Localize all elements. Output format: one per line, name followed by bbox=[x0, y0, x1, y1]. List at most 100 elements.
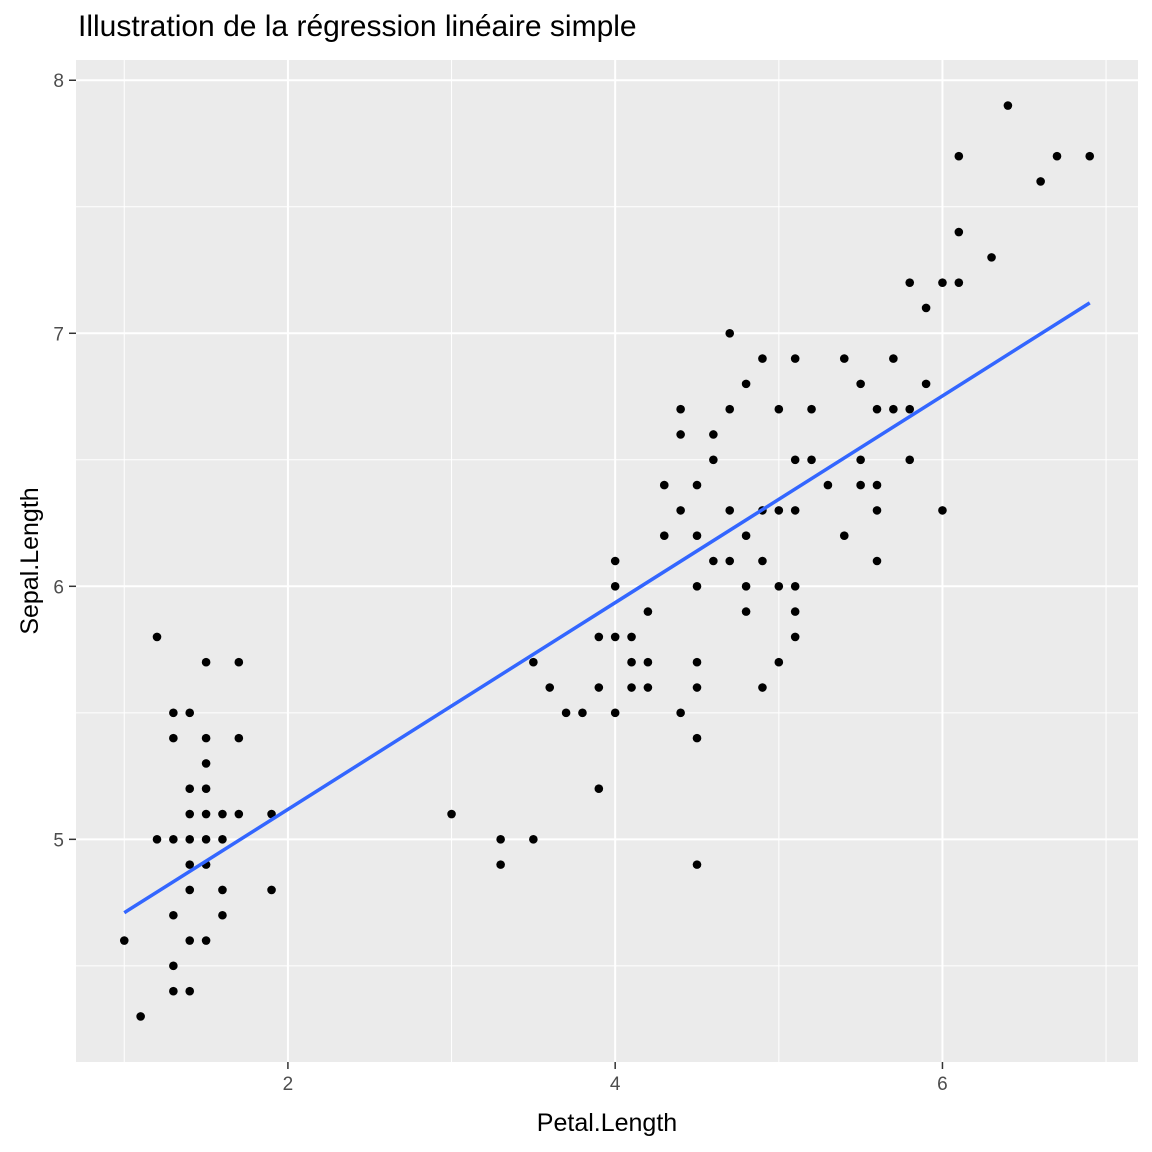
data-point bbox=[152, 835, 162, 844]
data-point bbox=[905, 404, 915, 414]
data-point bbox=[741, 607, 751, 616]
data-point bbox=[725, 328, 735, 338]
data-point bbox=[201, 657, 211, 667]
data-point bbox=[758, 683, 767, 692]
data-point bbox=[692, 531, 702, 540]
data-point bbox=[218, 910, 227, 920]
data-point bbox=[709, 455, 718, 465]
data-point bbox=[659, 480, 669, 490]
data-point bbox=[676, 404, 685, 414]
data-point bbox=[790, 354, 800, 363]
data-point bbox=[185, 809, 195, 819]
data-point bbox=[201, 835, 211, 844]
data-point bbox=[578, 708, 587, 718]
data-point bbox=[692, 860, 702, 869]
y-tick-labels: 5 6 7 8 bbox=[53, 71, 64, 851]
data-point bbox=[807, 455, 816, 465]
data-point bbox=[234, 733, 244, 743]
data-point bbox=[201, 809, 211, 819]
data-point bbox=[529, 657, 538, 667]
data-point bbox=[839, 531, 849, 540]
data-point bbox=[725, 404, 735, 414]
data-point bbox=[185, 860, 195, 869]
data-point bbox=[856, 455, 865, 465]
data-point bbox=[692, 582, 702, 591]
data-point bbox=[169, 910, 178, 920]
data-point bbox=[152, 632, 162, 642]
data-point bbox=[218, 809, 227, 819]
data-point bbox=[643, 607, 653, 616]
chart-title: Illustration de la régression linéaire s… bbox=[78, 10, 637, 43]
data-point bbox=[1036, 177, 1045, 186]
data-point bbox=[954, 151, 964, 161]
data-point bbox=[889, 354, 898, 363]
data-point bbox=[774, 506, 784, 515]
data-point bbox=[938, 278, 947, 287]
data-point bbox=[692, 480, 702, 490]
data-point bbox=[774, 582, 784, 591]
data-point bbox=[594, 784, 604, 794]
y-tick-label: 5 bbox=[53, 830, 64, 851]
data-point bbox=[610, 582, 620, 591]
data-point bbox=[218, 885, 227, 895]
data-point bbox=[643, 683, 653, 692]
data-point bbox=[790, 582, 800, 591]
y-axis-title: Sepal.Length bbox=[16, 487, 44, 634]
y-tick-label: 8 bbox=[53, 71, 64, 92]
data-point bbox=[201, 936, 211, 945]
data-point bbox=[692, 683, 702, 692]
regression-line bbox=[123, 301, 1091, 915]
data-point bbox=[954, 278, 964, 287]
data-point bbox=[709, 556, 718, 566]
data-point bbox=[676, 708, 685, 718]
data-point bbox=[610, 632, 620, 642]
data-point bbox=[185, 885, 195, 895]
data-point bbox=[1085, 151, 1095, 161]
data-point bbox=[169, 835, 178, 844]
data-point bbox=[872, 404, 882, 414]
data-point bbox=[545, 683, 555, 692]
data-point bbox=[627, 657, 636, 667]
data-point bbox=[610, 556, 620, 566]
axis-ticks bbox=[69, 79, 944, 1069]
data-point bbox=[790, 607, 800, 616]
data-point bbox=[529, 835, 538, 844]
data-point bbox=[185, 986, 195, 996]
data-point bbox=[169, 961, 178, 971]
minor-gridlines bbox=[76, 60, 1138, 1062]
data-point bbox=[692, 733, 702, 743]
data-point bbox=[201, 784, 211, 794]
data-point bbox=[267, 885, 276, 895]
data-point bbox=[185, 708, 195, 718]
data-point bbox=[201, 759, 211, 768]
data-point bbox=[905, 278, 915, 287]
data-point bbox=[856, 379, 865, 389]
data-point bbox=[496, 860, 505, 869]
data-point bbox=[169, 708, 178, 718]
x-tick-label: 6 bbox=[937, 1074, 948, 1095]
data-point bbox=[169, 733, 178, 743]
data-point bbox=[987, 253, 996, 262]
data-point bbox=[790, 455, 800, 465]
data-point bbox=[905, 455, 915, 465]
data-point bbox=[234, 809, 244, 819]
data-point bbox=[659, 531, 669, 540]
data-point bbox=[218, 835, 227, 844]
data-point bbox=[823, 480, 833, 490]
data-point bbox=[136, 1012, 145, 1021]
data-points bbox=[119, 101, 1095, 1021]
x-tick-labels: 2 4 6 bbox=[283, 1074, 948, 1095]
data-point bbox=[954, 227, 964, 237]
data-point bbox=[725, 506, 735, 515]
data-point bbox=[741, 379, 751, 389]
data-point bbox=[725, 556, 735, 566]
data-point bbox=[774, 404, 784, 414]
data-point bbox=[872, 480, 882, 490]
data-point bbox=[839, 354, 849, 363]
data-point bbox=[1003, 101, 1013, 110]
data-point bbox=[872, 556, 882, 566]
data-point bbox=[1052, 151, 1062, 161]
data-point bbox=[169, 986, 178, 996]
data-point bbox=[758, 556, 767, 566]
data-point bbox=[807, 404, 816, 414]
